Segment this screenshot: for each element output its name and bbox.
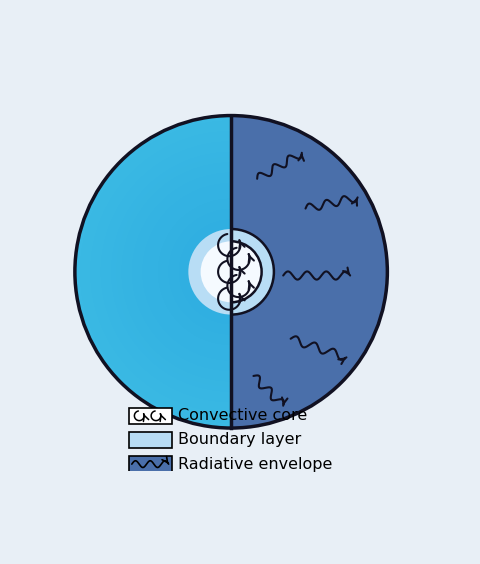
Wedge shape xyxy=(117,157,231,386)
Wedge shape xyxy=(127,168,231,376)
Wedge shape xyxy=(111,152,231,391)
Text: Convective core: Convective core xyxy=(178,408,308,423)
Wedge shape xyxy=(205,246,231,298)
Wedge shape xyxy=(226,267,231,277)
Wedge shape xyxy=(184,225,231,319)
Wedge shape xyxy=(80,121,231,423)
Circle shape xyxy=(188,229,274,315)
Wedge shape xyxy=(122,162,231,381)
Wedge shape xyxy=(106,147,231,397)
Wedge shape xyxy=(190,230,231,314)
FancyBboxPatch shape xyxy=(129,432,172,448)
Wedge shape xyxy=(91,131,231,412)
FancyBboxPatch shape xyxy=(129,408,172,424)
Text: Radiative envelope: Radiative envelope xyxy=(178,457,333,472)
Wedge shape xyxy=(153,193,231,350)
Wedge shape xyxy=(195,235,231,309)
Wedge shape xyxy=(174,214,231,329)
Wedge shape xyxy=(200,241,231,303)
Wedge shape xyxy=(85,126,231,417)
Wedge shape xyxy=(179,220,231,324)
Wedge shape xyxy=(210,251,231,293)
Circle shape xyxy=(201,241,262,302)
Wedge shape xyxy=(101,142,231,402)
Wedge shape xyxy=(132,173,231,371)
Wedge shape xyxy=(148,188,231,355)
Wedge shape xyxy=(137,178,231,365)
Wedge shape xyxy=(221,261,231,282)
Wedge shape xyxy=(143,183,231,360)
Wedge shape xyxy=(168,209,231,334)
Wedge shape xyxy=(216,256,231,288)
Wedge shape xyxy=(163,204,231,340)
Wedge shape xyxy=(158,199,231,345)
Wedge shape xyxy=(75,116,231,428)
Text: Boundary layer: Boundary layer xyxy=(178,433,301,447)
FancyBboxPatch shape xyxy=(129,456,172,472)
Wedge shape xyxy=(231,116,387,428)
Wedge shape xyxy=(96,136,231,407)
